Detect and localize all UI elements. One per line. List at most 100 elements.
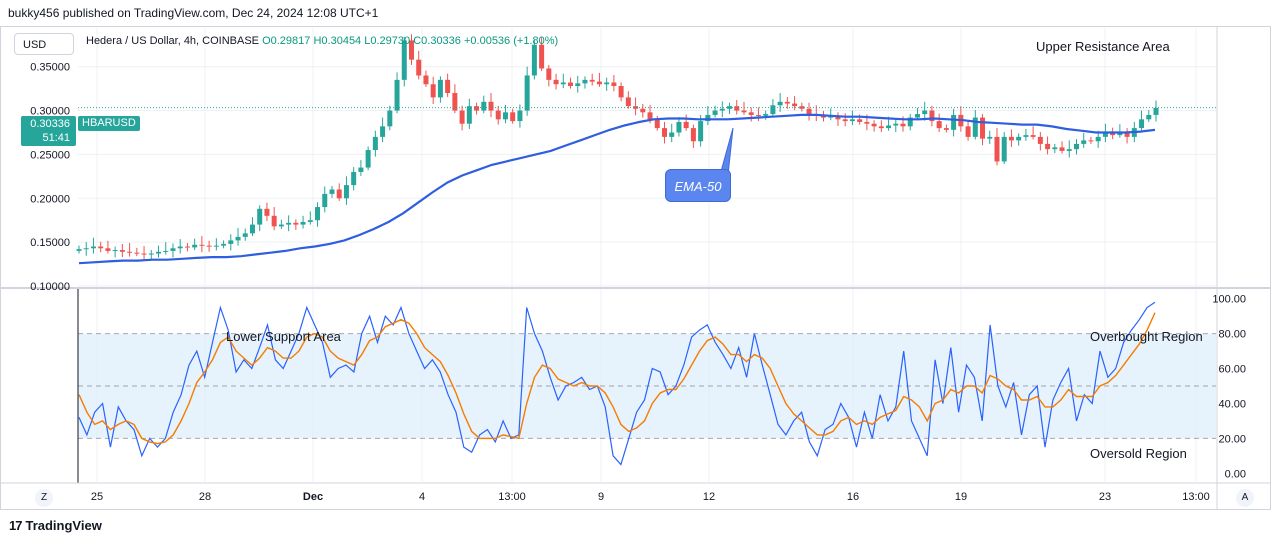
candle-body [604,82,610,85]
candle-body [177,246,183,249]
candle-body [1073,143,1079,150]
candle-body [300,221,306,225]
upper-resistance-label: Upper Resistance Area [1036,39,1170,54]
candle-body [466,106,472,124]
time-tick-label: 28 [199,491,211,503]
rsi-tick-label: 20.00 [1218,433,1246,445]
candle-body [669,132,675,137]
candle-body [864,121,870,124]
candle-body [524,75,530,111]
price-tick-label: 0.30000 [30,106,70,118]
rsi-tick-label: 60.00 [1218,364,1246,376]
chart-frame [0,26,1271,510]
candle-body [1088,140,1094,142]
rsi-tick-label: 0.00 [1225,468,1246,480]
candle-body [163,250,169,252]
candle-body [1146,114,1152,120]
candle-body [582,79,588,84]
candle-body [329,189,335,194]
candle-body [1023,135,1029,137]
candle-body [560,82,566,85]
candle-body [416,59,422,76]
auto-scale-button[interactable]: A [1236,489,1254,507]
zoom-button[interactable]: Z [35,489,53,507]
candle-body [112,250,118,252]
candle-body [596,81,602,85]
high-value: H0.30454 [313,35,362,47]
open-value: O0.29817 [262,35,311,47]
price-tick-label: 0.20000 [30,193,70,205]
candle-body [1153,107,1159,115]
candle-body [365,150,371,168]
candle-body [914,114,920,118]
candle-body [734,106,740,111]
candle-body [611,82,617,86]
candle-body [249,224,255,234]
candle-body [1095,136,1101,142]
candle-body [676,121,682,133]
candle-body [286,222,292,225]
candle-body [1052,147,1058,150]
currency-button[interactable]: USD [14,33,74,55]
candle-body [647,112,653,120]
symbol-name: Hedera / US Dollar, 4h, COINBASE [86,35,260,47]
last-price: 0.30336 [30,118,70,130]
candle-body [242,233,248,237]
candle-body [278,224,284,227]
candle-body [488,101,494,111]
candle-body [777,101,783,106]
candle-body [502,112,508,120]
candle-body [871,123,877,127]
candle-body [987,136,993,139]
candle-body [625,97,631,107]
candle-body [1016,136,1022,141]
candle-body [459,110,465,124]
candle-body [900,123,906,127]
symbol-legend: Hedera / US Dollar, 4h, COINBASE O0.2981… [86,35,558,47]
candle-body [156,251,162,254]
candle-body [90,246,96,249]
candle-body [423,75,429,85]
candle-body [134,252,140,254]
candle-body [408,40,414,60]
candle-body [842,119,848,122]
rsi-ma-line [78,312,1156,445]
rsi-line [78,301,1156,466]
candle-body [380,126,386,137]
change-value: +0.00536 (+1.80%) [463,35,559,47]
time-tick-label: 4 [419,491,425,503]
candle-body [589,79,595,82]
candle-body [770,105,776,115]
time-tick-label: 19 [955,491,967,503]
price-tick-label: 0.35000 [30,62,70,74]
candle-body [683,121,689,129]
candle-body [452,93,458,111]
candle-body [257,208,263,225]
candle-body [539,44,545,69]
time-tick-label: 25 [91,491,103,503]
candle-body [654,119,660,129]
last-price-tag: 0.30336 51:41 [21,116,76,146]
candle-body [148,253,154,255]
candle-body [127,251,133,253]
candle-body [965,126,971,137]
candle-body [907,117,913,127]
candle-body [199,244,205,246]
candle-body [315,207,321,221]
candle-body [119,250,125,252]
price-tick-label: 0.25000 [30,149,70,161]
candle-body [213,245,219,247]
candle-body [495,110,501,120]
candle-body [1059,147,1065,151]
candle-body [1081,140,1087,144]
candle-body [821,115,827,118]
candle-body [994,136,1000,162]
candle-body [1037,136,1043,144]
candle-body [1139,119,1145,129]
rsi-tick-label: 80.00 [1218,329,1246,341]
tradingview-logo[interactable]: 17 TradingView [9,518,102,533]
time-tick-label: 13:00 [498,491,526,503]
candle-body [105,248,111,251]
candle-body [221,243,227,246]
